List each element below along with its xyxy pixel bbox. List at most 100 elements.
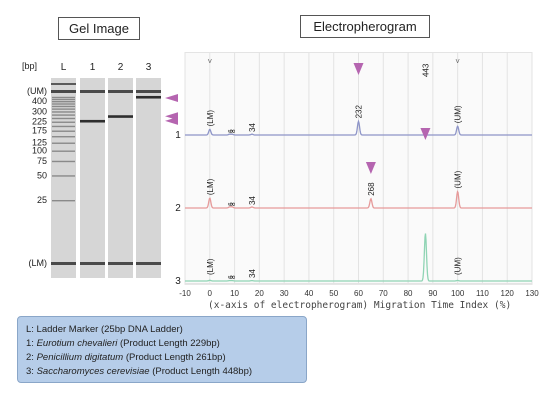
- sample-band: [108, 115, 133, 118]
- ladder-band: [52, 103, 75, 105]
- size-tick-label: (LM): [29, 258, 48, 268]
- electropherogram-title: Electropherogram: [300, 15, 430, 38]
- x-tick-label: 50: [329, 289, 338, 298]
- x-axis-note: (x-axis of electropherogram): [208, 300, 369, 311]
- electropherogram-chart: -10 0 10 20 30 40 50 60 70 80 90 100 110 120 130 ˅ ˅ 1 (LM…: [175, 52, 539, 298]
- ladder-band: [52, 101, 75, 103]
- trace-line: [185, 233, 532, 282]
- ladder-band: [52, 125, 75, 128]
- legend-species: Saccharomyces cerevisiae: [36, 366, 150, 377]
- size-tick-label: (UM): [27, 86, 47, 96]
- lane-label: 3: [146, 62, 152, 73]
- trace-label: 2: [175, 203, 181, 214]
- x-tick-label: 20: [255, 289, 264, 298]
- peak-label: 6: [228, 275, 235, 279]
- size-tick-label: 300: [32, 106, 47, 116]
- peak-label: 8: [230, 129, 237, 133]
- lower-marker-band: [108, 262, 133, 265]
- size-tick-label: 175: [32, 126, 47, 136]
- gel-arrow-marker: [165, 93, 178, 102]
- legend-item: 3: Saccharomyces cerevisiae (Product Len…: [26, 365, 298, 379]
- ladder-band: [52, 175, 75, 177]
- legend-num: 3:: [26, 366, 34, 377]
- gel-lane: [136, 78, 161, 278]
- ladder-band: [52, 200, 75, 202]
- legend-species: Eurotium chevalieri: [36, 338, 118, 349]
- size-tick-label: 25: [37, 195, 47, 205]
- ladder-band: [52, 160, 75, 163]
- x-tick-label: 60: [354, 289, 363, 298]
- peak-label: 34: [248, 269, 257, 278]
- ladder-band: [52, 108, 75, 110]
- size-tick-label: 125: [32, 138, 47, 148]
- x-tick-label: 110: [476, 289, 489, 298]
- x-tick-label: 0: [208, 289, 213, 298]
- peak-label: 8: [230, 275, 237, 279]
- gel-image-title: Gel Image: [58, 17, 140, 40]
- gel-lane: [80, 78, 105, 278]
- top-tick-mark: ˅: [207, 57, 212, 66]
- x-tick-label: -10: [179, 289, 191, 298]
- ladder-band: [52, 130, 75, 132]
- x-tick-label: 30: [280, 289, 289, 298]
- gel-unit-label: [bp]: [22, 61, 37, 71]
- ladder-band: [52, 150, 75, 152]
- peak-label: (LM): [206, 178, 215, 195]
- peak-label: (UM): [454, 105, 463, 123]
- lane-label: 2: [118, 62, 124, 73]
- peak-label: 232: [355, 105, 364, 119]
- top-tick-mark: ˅: [455, 57, 460, 66]
- peak-label: (LM): [206, 258, 215, 275]
- ladder-band: [52, 98, 75, 101]
- x-axis-caption: (x-axis of electropherogram) Migration T…: [208, 300, 511, 311]
- legend-product: (Product Length 229bp): [120, 338, 220, 349]
- peak-arrow-marker: [365, 162, 376, 174]
- peak-label: 268: [367, 182, 376, 196]
- x-tick-label: 100: [451, 289, 465, 298]
- sample-band: [136, 95, 161, 99]
- x-axis-label: Migration Time Index (%): [373, 300, 512, 311]
- legend-ladder: L: Ladder Marker (25bp DNA Ladder): [26, 324, 183, 335]
- peak-arrow-marker: [420, 128, 431, 140]
- trace-label: 1: [175, 130, 181, 141]
- x-tick-label: 120: [501, 289, 515, 298]
- legend-species: Penicillium digitatum: [36, 352, 124, 363]
- peak-label: 8: [230, 202, 237, 206]
- trace-line: [185, 190, 532, 209]
- sample-band: [80, 119, 105, 123]
- x-tick-label: 130: [525, 289, 539, 298]
- ladder-band: [52, 117, 75, 120]
- lower-marker-band: [136, 262, 161, 265]
- lower-marker-band: [80, 262, 105, 265]
- peak-label: 443: [421, 63, 430, 77]
- peak-label: 6: [228, 202, 235, 206]
- peak-label: (UM): [454, 257, 463, 275]
- size-tick-label: 75: [37, 156, 47, 166]
- ladder-band: [52, 105, 75, 108]
- ladder-band: [52, 96, 75, 99]
- trace-line: [185, 119, 532, 136]
- peak-label: (LM): [206, 110, 215, 127]
- upper-marker-band: [80, 90, 105, 93]
- legend-num: 2:: [26, 352, 34, 363]
- x-tick-label: 90: [428, 289, 437, 298]
- peak-label: 34: [248, 123, 257, 132]
- ladder-band: [52, 121, 75, 123]
- x-tick-label: 70: [379, 289, 388, 298]
- gel-lane: [108, 78, 133, 278]
- size-tick-label: 100: [32, 146, 47, 156]
- legend-num: 1:: [26, 338, 34, 349]
- lane-label: 1: [90, 62, 96, 73]
- upper-marker-band: [136, 90, 161, 93]
- size-tick-label: 400: [32, 96, 47, 106]
- legend-box: L: Ladder Marker (25bp DNA Ladder) 1: Eu…: [17, 316, 307, 383]
- size-tick-label: 225: [32, 117, 47, 127]
- ladder-band: [52, 111, 75, 113]
- peak-label: 6: [228, 129, 235, 133]
- lower-marker-band: [51, 262, 76, 265]
- peak-arrow-marker: [353, 63, 364, 75]
- x-tick-label: 10: [230, 289, 239, 298]
- ladder-band: [52, 136, 75, 138]
- ladder-band: [52, 114, 75, 116]
- legend-item: 1: Eurotium chevalieri (Product Length 2…: [26, 337, 298, 351]
